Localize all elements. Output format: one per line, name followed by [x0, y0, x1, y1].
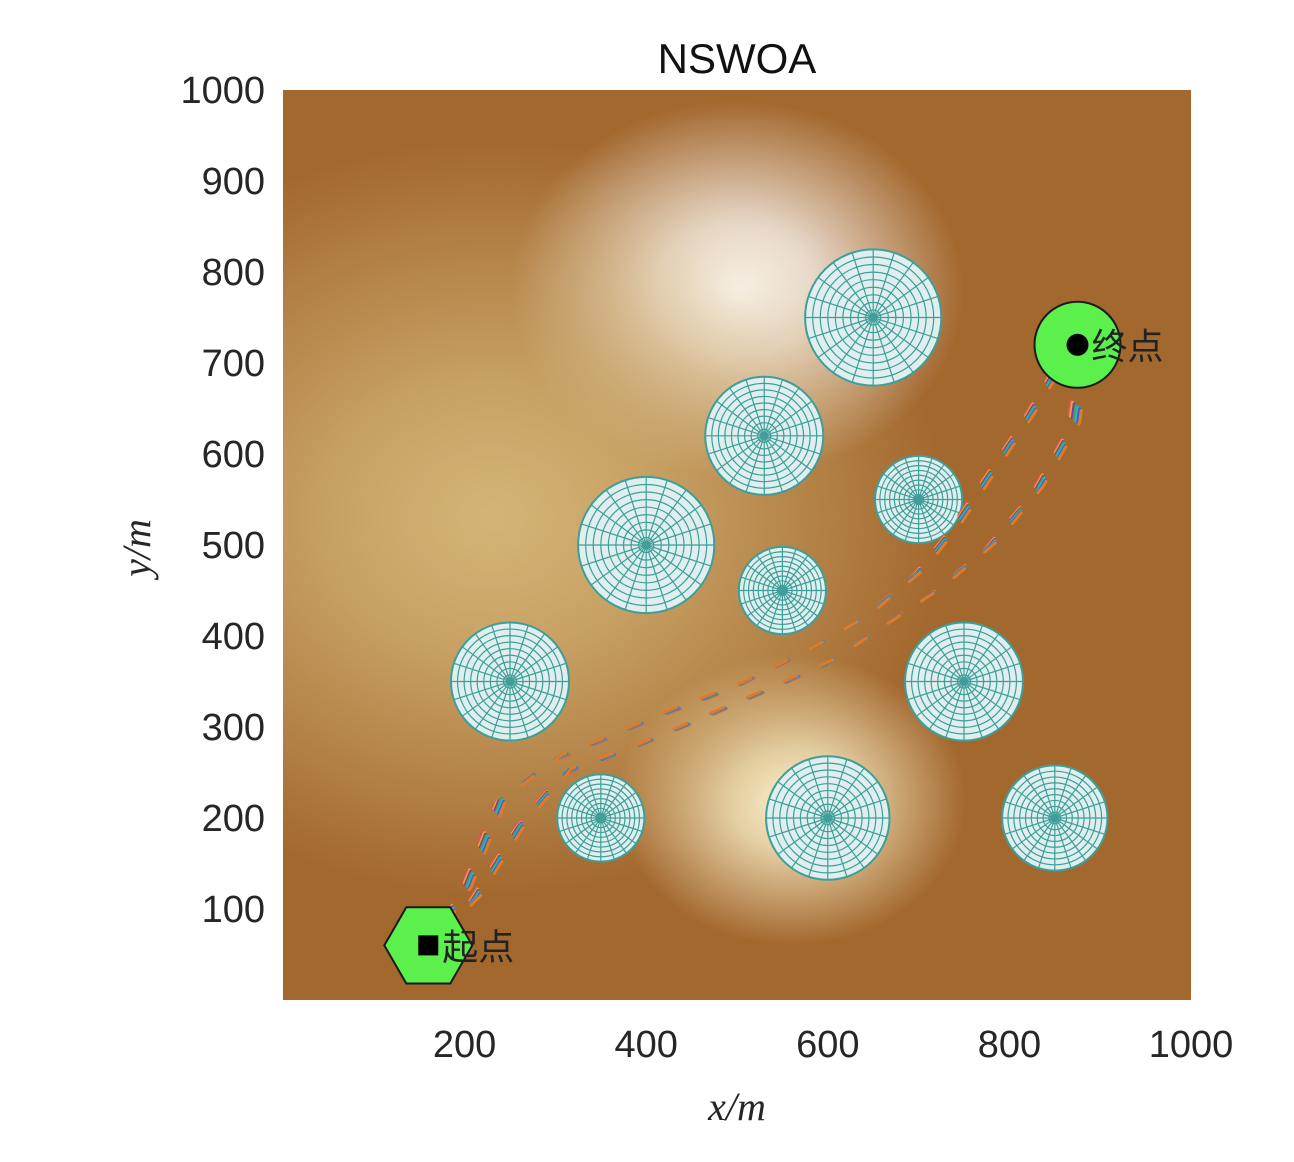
y-axis-ticks: 100 200 300 400 500 600 700 800 900 1000 [180, 70, 265, 931]
y-tick-label: 700 [202, 343, 265, 385]
y-tick-label: 100 [202, 889, 265, 931]
threat-sphere [704, 375, 825, 496]
start-marker: 起点 [383, 906, 514, 985]
goal-label: 终点 [1092, 327, 1164, 368]
y-tick-label: 200 [202, 798, 265, 840]
plot-area [283, 90, 1191, 1000]
y-tick-label: 900 [202, 161, 265, 203]
threat-sphere [1001, 764, 1109, 872]
path-lower-route [420, 339, 1091, 951]
x-tick-label: 800 [978, 1024, 1041, 1066]
path-strand [433, 339, 1086, 943]
threat-sphere [449, 621, 571, 742]
y-axis-label: y/m [114, 519, 159, 581]
y-tick-label: 300 [202, 707, 265, 749]
threat-layer [449, 248, 1109, 881]
chart-title: NSWOA [658, 35, 817, 82]
threat-sphere [903, 621, 1025, 742]
x-tick-label: 1000 [1149, 1024, 1234, 1066]
x-tick-label: 400 [614, 1024, 677, 1066]
path-upper-route [420, 339, 1086, 951]
threat-sphere [765, 755, 891, 881]
x-tick-label: 200 [433, 1024, 496, 1066]
y-tick-label: 500 [202, 525, 265, 567]
threat-sphere [804, 248, 943, 387]
threat-sphere [556, 773, 646, 863]
threat-sphere [577, 475, 716, 615]
y-tick-label: 400 [202, 616, 265, 658]
x-axis-label: x/m [707, 1084, 766, 1129]
path-strand [433, 339, 1091, 943]
start-label: 起点 [442, 927, 514, 968]
threat-sphere [874, 454, 964, 545]
goal-marker: 终点 [1033, 300, 1164, 389]
path-layer [420, 339, 1091, 951]
x-axis-ticks: 200 400 600 800 1000 [433, 1024, 1233, 1066]
threat-sphere [737, 545, 827, 636]
marker-layer: 起点 终点 [383, 300, 1164, 985]
y-tick-label: 1000 [180, 70, 265, 112]
y-tick-label: 800 [202, 252, 265, 294]
y-tick-label: 600 [202, 434, 265, 476]
x-tick-label: 600 [796, 1024, 859, 1066]
